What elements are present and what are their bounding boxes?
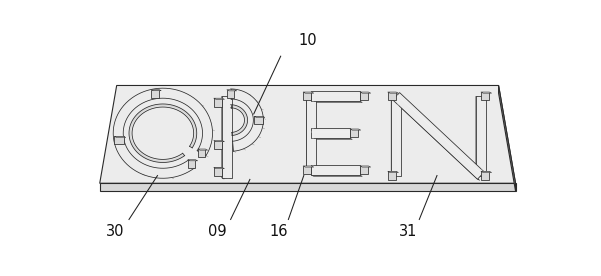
Polygon shape [100, 183, 516, 191]
Polygon shape [388, 171, 398, 172]
Polygon shape [222, 96, 232, 178]
Polygon shape [393, 93, 484, 179]
Polygon shape [188, 160, 195, 168]
Text: 30: 30 [106, 224, 124, 239]
Polygon shape [303, 92, 311, 100]
Polygon shape [391, 96, 394, 177]
Polygon shape [481, 171, 489, 180]
Polygon shape [350, 129, 358, 137]
Polygon shape [311, 101, 362, 102]
Polygon shape [198, 149, 206, 158]
Polygon shape [391, 96, 401, 176]
Polygon shape [151, 89, 159, 98]
Polygon shape [481, 171, 492, 172]
Polygon shape [388, 92, 398, 93]
Polygon shape [476, 96, 486, 176]
Polygon shape [214, 98, 224, 99]
Polygon shape [360, 166, 371, 167]
Polygon shape [311, 91, 360, 101]
Polygon shape [388, 92, 396, 100]
Polygon shape [114, 136, 124, 144]
Polygon shape [254, 116, 265, 117]
Polygon shape [303, 92, 314, 93]
Polygon shape [360, 92, 371, 93]
Polygon shape [360, 166, 368, 174]
Polygon shape [188, 160, 198, 161]
Polygon shape [113, 88, 213, 178]
Polygon shape [360, 92, 368, 100]
Polygon shape [499, 86, 516, 191]
Polygon shape [481, 92, 489, 100]
Text: 09: 09 [208, 224, 227, 239]
Polygon shape [311, 175, 362, 176]
Text: 16: 16 [270, 224, 288, 239]
Polygon shape [303, 166, 311, 174]
Polygon shape [254, 116, 263, 124]
Polygon shape [198, 149, 208, 150]
Polygon shape [214, 140, 222, 149]
Polygon shape [388, 171, 396, 180]
Polygon shape [227, 90, 234, 98]
Polygon shape [214, 168, 222, 176]
Polygon shape [476, 96, 478, 177]
Text: 10: 10 [298, 33, 317, 48]
Polygon shape [227, 90, 237, 91]
Polygon shape [214, 98, 222, 107]
Polygon shape [307, 96, 309, 171]
Polygon shape [151, 89, 161, 91]
Polygon shape [303, 166, 314, 167]
Polygon shape [311, 128, 350, 138]
Polygon shape [214, 140, 224, 142]
Polygon shape [350, 129, 361, 130]
Polygon shape [231, 105, 248, 136]
Text: 31: 31 [398, 224, 417, 239]
Polygon shape [393, 100, 480, 181]
Polygon shape [311, 138, 352, 139]
Polygon shape [481, 92, 492, 93]
Polygon shape [100, 86, 516, 183]
Polygon shape [129, 104, 197, 163]
Polygon shape [114, 136, 126, 137]
Polygon shape [231, 89, 263, 151]
Polygon shape [222, 96, 224, 179]
Polygon shape [307, 96, 317, 170]
Polygon shape [311, 165, 360, 175]
Polygon shape [214, 168, 224, 169]
